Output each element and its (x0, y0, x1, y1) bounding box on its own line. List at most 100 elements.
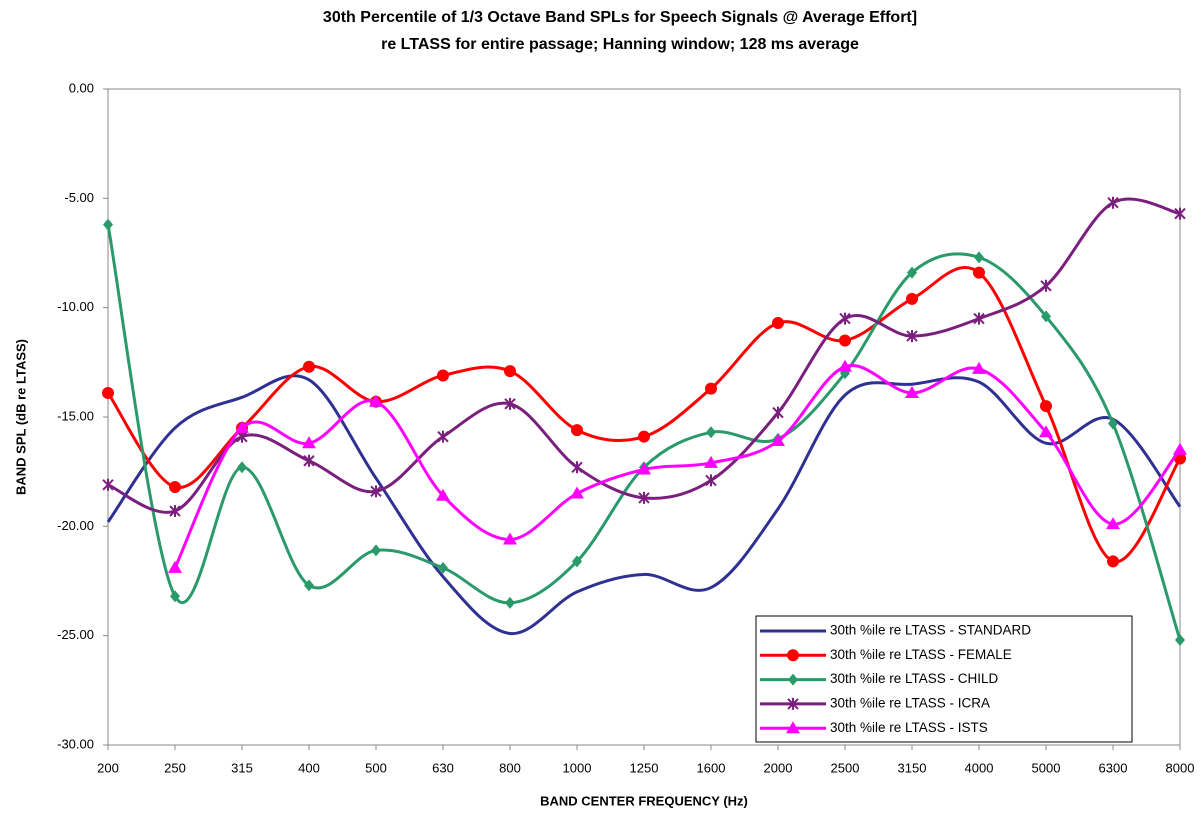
x-tick-label: 250 (164, 760, 186, 775)
x-tick-label: 8000 (1166, 760, 1195, 775)
marker (1174, 207, 1186, 220)
marker (705, 474, 717, 487)
x-axis-title: BAND CENTER FREQUENCY (Hz) (540, 793, 748, 808)
marker (102, 478, 114, 491)
marker (638, 430, 650, 443)
marker (839, 312, 851, 325)
marker (370, 485, 382, 498)
marker (304, 579, 314, 592)
marker (369, 394, 383, 407)
marker (235, 420, 249, 433)
marker (704, 455, 718, 468)
marker (437, 430, 449, 443)
marker (170, 590, 180, 603)
marker (786, 721, 800, 734)
legend-label: 30th %ile re LTASS - FEMALE (830, 647, 1012, 662)
series-line (173, 363, 1182, 569)
marker (103, 218, 113, 231)
marker (1108, 417, 1118, 430)
marker (303, 360, 315, 373)
marker (974, 251, 984, 264)
marker (972, 361, 986, 374)
marker (1041, 310, 1051, 323)
marker (1173, 442, 1187, 455)
x-tick-label: 5000 (1032, 760, 1061, 775)
marker (371, 544, 381, 557)
marker (504, 365, 516, 378)
marker (168, 560, 182, 573)
marker (905, 385, 919, 398)
marker (787, 697, 799, 710)
x-tick-label: 2500 (831, 760, 860, 775)
marker (438, 561, 448, 574)
marker (169, 480, 181, 493)
marker (237, 461, 247, 474)
marker (1106, 517, 1120, 530)
marker (1040, 400, 1052, 413)
marker (302, 436, 316, 449)
marker (788, 673, 798, 686)
y-tick-label: -5.00 (64, 190, 94, 205)
y-tick-label: 0.00 (69, 80, 94, 95)
y-tick-label: -25.00 (57, 627, 94, 642)
marker (973, 312, 985, 325)
marker (1039, 425, 1053, 438)
marker (839, 334, 851, 347)
marker (771, 434, 785, 447)
x-tick-label: 4000 (965, 760, 994, 775)
x-tick-label: 630 (432, 760, 454, 775)
marker (504, 397, 516, 410)
y-tick-label: -15.00 (57, 408, 94, 423)
y-axis-title: BAND SPL (dB re LTASS) (13, 339, 28, 495)
marker (1107, 555, 1119, 568)
x-tick-label: 6300 (1099, 760, 1128, 775)
marker (907, 266, 917, 279)
marker (571, 424, 583, 437)
y-tick-label: -30.00 (57, 736, 94, 751)
marker (102, 386, 114, 399)
marker (838, 359, 852, 372)
y-tick-label: -10.00 (57, 299, 94, 314)
marker (906, 330, 918, 343)
marker (906, 292, 918, 305)
legend-label: 30th %ile re LTASS - ICRA (830, 695, 990, 710)
marker (503, 532, 517, 545)
marker (570, 486, 584, 499)
marker (303, 454, 315, 467)
marker (1040, 279, 1052, 292)
y-tick-label: -20.00 (57, 518, 94, 533)
marker (505, 596, 515, 609)
x-tick-label: 2000 (764, 760, 793, 775)
x-tick-label: 1250 (630, 760, 659, 775)
x-tick-label: 400 (298, 760, 320, 775)
marker (772, 316, 784, 329)
legend-label: 30th %ile re LTASS - ISTS (830, 720, 988, 735)
x-tick-label: 3150 (898, 760, 927, 775)
x-tick-label: 800 (499, 760, 521, 775)
chart-subtitle: re LTASS for entire passage; Hanning win… (381, 36, 859, 53)
series-line (106, 265, 1182, 564)
marker (705, 382, 717, 395)
legend-label: 30th %ile re LTASS - STANDARD (830, 623, 1031, 638)
x-tick-label: 1600 (697, 760, 726, 775)
marker (787, 649, 799, 662)
chart-title: 30th Percentile of 1/3 Octave Band SPLs … (323, 9, 917, 26)
marker (1107, 196, 1119, 209)
marker (571, 461, 583, 474)
marker (169, 505, 181, 518)
x-tick-label: 315 (231, 760, 253, 775)
x-tick-label: 1000 (563, 760, 592, 775)
marker (572, 555, 582, 568)
x-tick-label: 200 (97, 760, 119, 775)
marker (772, 406, 784, 419)
marker (436, 488, 450, 501)
marker (437, 369, 449, 382)
marker (1175, 634, 1185, 647)
marker (637, 462, 651, 475)
marker (638, 491, 650, 504)
marker (706, 426, 716, 439)
x-tick-label: 500 (365, 760, 387, 775)
series-line (106, 224, 1182, 641)
legend-label: 30th %ile re LTASS - CHILD (830, 671, 999, 686)
